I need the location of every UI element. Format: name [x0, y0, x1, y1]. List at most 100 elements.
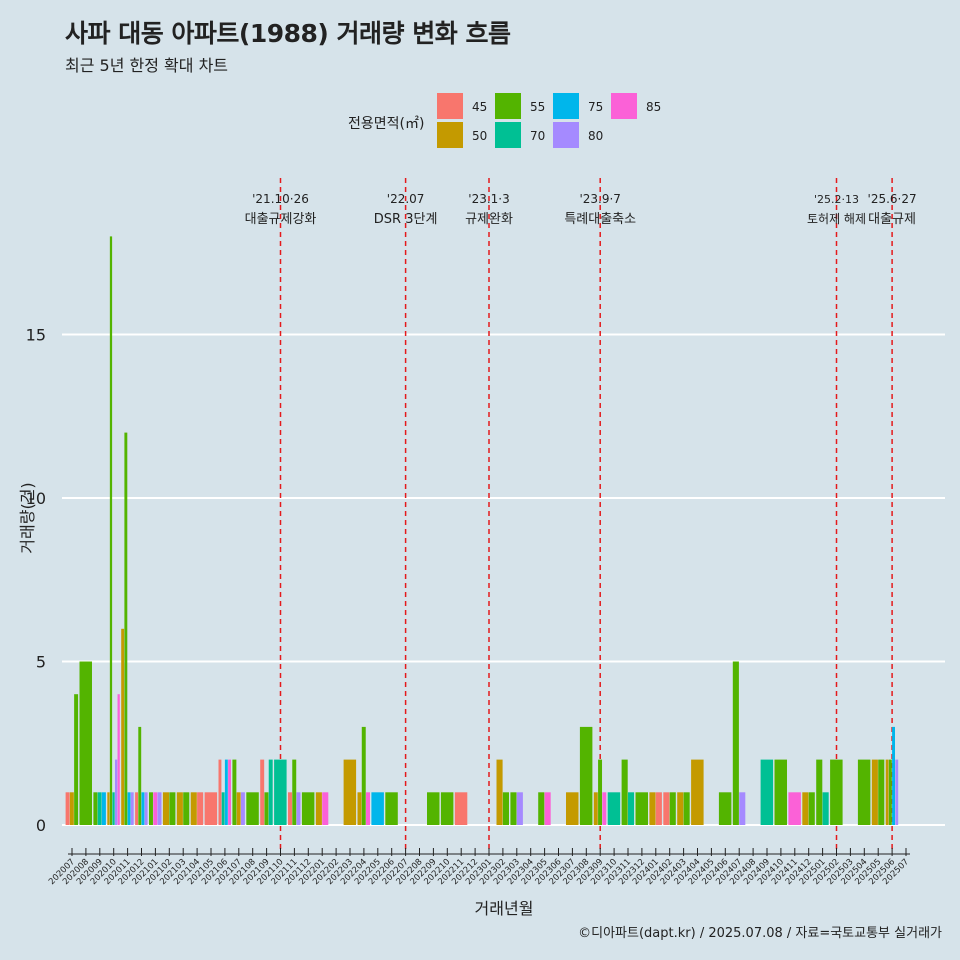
bar	[65, 792, 70, 825]
bar	[566, 792, 579, 825]
bar	[739, 792, 746, 825]
bar	[121, 628, 125, 825]
event-label: 특례대출축소	[564, 212, 636, 227]
bar	[732, 661, 739, 825]
bar	[130, 792, 134, 825]
bar	[496, 759, 503, 825]
chart-title: 사파 대동 아파트(1988) 거래량 변화 흐름	[65, 19, 511, 48]
event-label: DSR 3단계	[374, 212, 438, 227]
bar	[822, 792, 829, 825]
bar	[274, 759, 287, 825]
bar	[538, 792, 545, 825]
event-label: 규제완화	[465, 212, 513, 227]
bar	[802, 792, 809, 825]
bar	[292, 759, 297, 825]
bar	[602, 792, 607, 825]
bar	[510, 792, 517, 825]
bar	[141, 792, 145, 825]
bar	[138, 726, 142, 825]
legend-swatch	[553, 93, 579, 119]
bar	[655, 792, 662, 825]
bar	[579, 726, 593, 825]
bar	[427, 792, 440, 825]
bar	[197, 792, 204, 825]
legend-swatch	[553, 122, 579, 148]
bar	[669, 792, 676, 825]
legend-label: 85	[646, 100, 661, 114]
bar	[544, 792, 551, 825]
bar	[268, 759, 273, 825]
chart-subtitle: 최근 5년 한정 확대 차트	[65, 56, 229, 75]
bar	[454, 792, 468, 825]
bar	[598, 759, 603, 825]
bar	[135, 792, 139, 825]
bar	[691, 759, 704, 825]
legend-swatch	[495, 93, 521, 119]
bar	[885, 759, 889, 825]
event-label: 토허제 해제	[807, 212, 866, 226]
bar	[635, 792, 648, 825]
gridlines	[62, 333, 945, 826]
legend-swatch	[437, 93, 463, 119]
event-date-label: '21.10·26	[252, 192, 309, 206]
legend-swatch	[495, 122, 521, 148]
bar	[228, 759, 231, 825]
event-date-label: '25.2·13	[814, 193, 859, 206]
event-markers: '21.10·26 대출규제강화 '22.07 DSR 3단계 '23.1·3 규제완화 '…	[245, 178, 917, 852]
y-axis-title: 거래량(건)	[18, 482, 37, 553]
bar	[264, 792, 269, 825]
bar	[97, 792, 102, 825]
bar	[649, 792, 656, 825]
legend: 전용면적(㎡) 45 55 75 85 50 70 80	[348, 93, 661, 148]
bar	[808, 792, 815, 825]
bar	[830, 759, 843, 825]
y-tick-label: 15	[26, 326, 46, 345]
bar	[240, 792, 245, 825]
bar	[878, 759, 885, 825]
bar	[169, 792, 176, 825]
bar	[892, 726, 895, 825]
axes: 거래년월 거래량(건) 0510152020072020082020092020…	[18, 326, 911, 919]
bar	[144, 792, 148, 825]
bar	[895, 759, 899, 825]
bar	[127, 792, 131, 825]
bar	[315, 792, 322, 825]
bar	[124, 432, 128, 825]
bar	[224, 759, 228, 825]
bar	[816, 759, 823, 825]
x-axis-title: 거래년월	[475, 899, 534, 918]
bar	[112, 792, 115, 825]
bar	[232, 759, 237, 825]
bar	[246, 792, 259, 825]
legend-label: 50	[472, 129, 487, 143]
bar	[774, 759, 787, 825]
legend-label: 55	[530, 100, 545, 114]
y-tick-label: 5	[36, 653, 46, 672]
legend-label: 80	[588, 129, 603, 143]
bar	[296, 792, 301, 825]
bar	[788, 792, 801, 825]
event-label: 대출규제	[868, 212, 916, 227]
bar	[79, 661, 92, 825]
bar	[260, 759, 265, 825]
event-date-label: '23.9·7	[579, 192, 620, 206]
event-label: 대출규제강화	[245, 212, 317, 227]
bar	[221, 792, 225, 825]
y-tick-label: 10	[26, 489, 46, 508]
bar	[516, 792, 523, 825]
bars	[65, 236, 899, 825]
bar	[218, 759, 222, 825]
y-tick-label: 0	[36, 816, 46, 835]
bar	[176, 792, 183, 825]
legend-title: 전용면적(㎡)	[348, 116, 424, 132]
bar	[162, 792, 169, 825]
bar	[190, 792, 197, 825]
legend-label: 75	[588, 100, 603, 114]
bar	[114, 759, 118, 825]
bar	[683, 792, 690, 825]
bar	[69, 792, 74, 825]
bar	[101, 792, 106, 825]
bar	[718, 792, 732, 825]
bar	[301, 792, 315, 825]
